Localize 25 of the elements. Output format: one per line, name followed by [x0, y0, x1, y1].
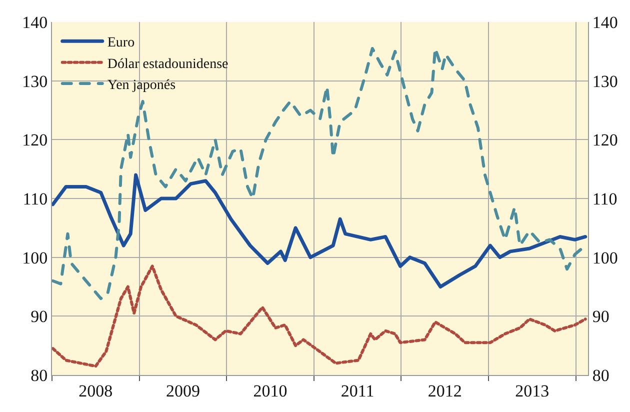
x-tick-label: 2010: [253, 381, 288, 400]
legend-label: Dólar estadounidense: [107, 56, 228, 72]
y2-tick-label: 80: [592, 366, 610, 385]
y2-tick-label: 120: [592, 130, 618, 150]
y2-tick-label: 110: [592, 189, 618, 208]
y2-tick-label: 140: [592, 12, 618, 32]
y2-tick-label: 90: [592, 307, 610, 326]
y-tick-label: 80: [30, 366, 48, 385]
y2-tick-label: 100: [592, 248, 618, 268]
y-tick-label: 90: [30, 307, 48, 326]
x-tick-label: 2011: [340, 381, 374, 400]
y-tick-label: 140: [22, 12, 48, 32]
legend-label: Yen japonés: [107, 78, 176, 93]
x-tick-label: 2008: [78, 381, 113, 400]
x-tick-label: 2012: [428, 381, 462, 400]
y-tick-label: 100: [22, 248, 48, 268]
x-tick-label: 2009: [166, 381, 200, 400]
line-series: [52, 264, 587, 368]
y-tick-label: 130: [22, 72, 48, 91]
y-tick-label: 110: [22, 189, 48, 208]
x-tick-label: 2013: [515, 381, 550, 400]
legend-label: Euro: [107, 36, 135, 51]
y2-tick-label: 130: [592, 72, 618, 91]
line-series: [52, 173, 588, 288]
y-tick-label: 120: [22, 130, 48, 150]
